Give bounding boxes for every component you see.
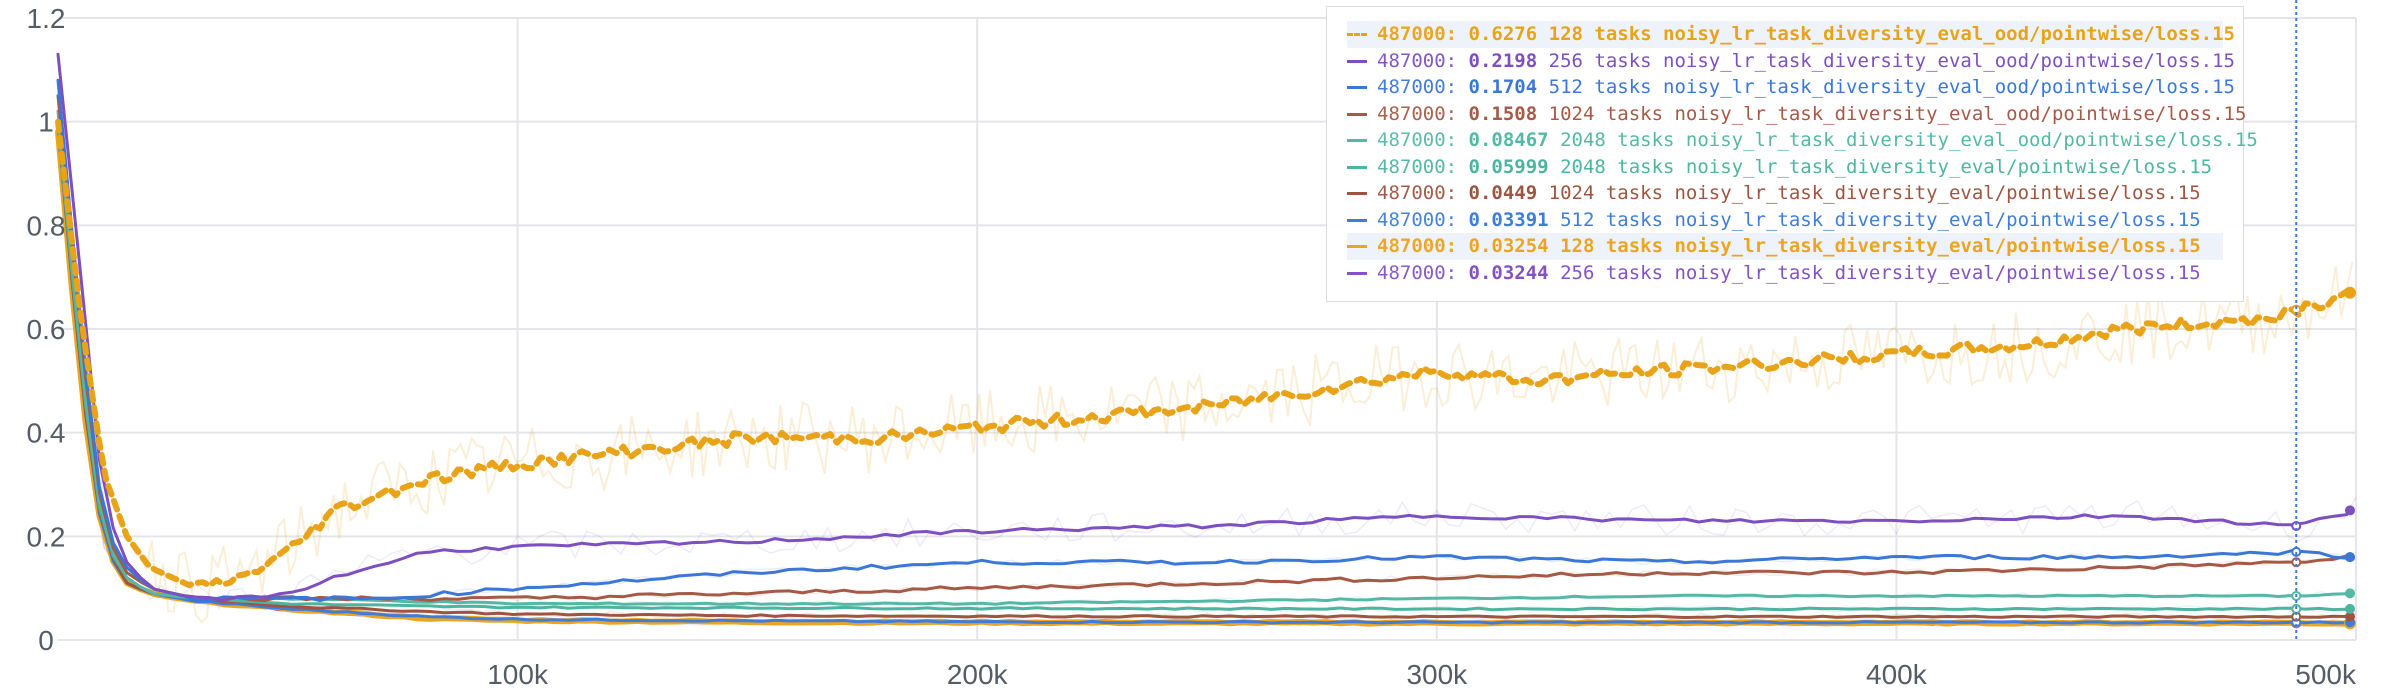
series-endpoint bbox=[2345, 552, 2355, 563]
series-endpoint bbox=[2344, 286, 2356, 299]
legend-step: 487000: bbox=[1377, 76, 1458, 98]
series-line bbox=[55, 118, 2357, 589]
y-tick-label: 1 bbox=[38, 107, 54, 138]
y-tick-label: 0.6 bbox=[27, 314, 66, 345]
legend-text: 487000: 0.2198 256 tasks noisy_lr_task_d… bbox=[1377, 50, 2235, 72]
series-line bbox=[56, 109, 2349, 606]
series-endpoint bbox=[2345, 611, 2355, 622]
series-line bbox=[56, 52, 2349, 602]
series-endpoint bbox=[2345, 588, 2355, 599]
legend-step: 487000: bbox=[1377, 102, 1458, 125]
legend-value: 0.1704 bbox=[1468, 76, 1538, 98]
legend-value: 0.08467 bbox=[1468, 129, 1549, 151]
endpoint-markers bbox=[2291, 286, 2356, 630]
x-tick-label: 200k bbox=[947, 659, 1009, 688]
legend-entry[interactable]: 487000: 0.03254 128 tasks noisy_lr_task_… bbox=[1347, 233, 2223, 260]
legend-text: 487000: 0.08467 2048 tasks noisy_lr_task… bbox=[1377, 129, 2258, 151]
legend-text: 487000: 0.03391 512 tasks noisy_lr_task_… bbox=[1377, 209, 2201, 231]
y-tick-label: 0 bbox=[38, 625, 54, 656]
x-tick-label: 400k bbox=[1866, 659, 1928, 688]
legend-swatch bbox=[1347, 86, 1367, 89]
legend-value: 0.03244 bbox=[1468, 261, 1549, 284]
legend-text: 487000: 0.05999 2048 tasks noisy_lr_task… bbox=[1377, 156, 2212, 178]
legend-text: 487000: 0.6276 128 tasks noisy_lr_task_d… bbox=[1377, 23, 2235, 45]
legend-series-name: 256 tasks noisy_lr_task_diversity_eval/p… bbox=[1560, 261, 2201, 284]
legend-text: 487000: 0.03244 256 tasks noisy_lr_task_… bbox=[1377, 262, 2201, 284]
legend-step: 487000: bbox=[1377, 208, 1458, 231]
x-tick-label: 500k bbox=[2295, 659, 2357, 688]
legend: 487000: 0.6276 128 tasks noisy_lr_task_d… bbox=[1326, 6, 2258, 302]
legend-step: 487000: bbox=[1377, 235, 1458, 257]
legend-value: 0.6276 bbox=[1468, 23, 1538, 45]
legend-text: 487000: 0.0449 1024 tasks noisy_lr_task_… bbox=[1377, 182, 2201, 204]
legend-entry[interactable]: 487000: 0.1508 1024 tasks noisy_lr_task_… bbox=[1347, 101, 2246, 128]
legend-step: 487000: bbox=[1377, 129, 1458, 151]
y-tick-label: 1.2 bbox=[27, 3, 66, 34]
y-tick-label: 0.8 bbox=[27, 210, 66, 241]
legend-series-name: 2048 tasks noisy_lr_task_diversity_eval/… bbox=[1560, 155, 2213, 178]
legend-step: 487000: bbox=[1377, 261, 1458, 284]
legend-value: 0.2198 bbox=[1468, 49, 1538, 72]
legend-value: 0.03254 bbox=[1468, 235, 1549, 257]
legend-entry[interactable]: 487000: 0.6276 128 tasks noisy_lr_task_d… bbox=[1347, 21, 2235, 48]
series-line bbox=[56, 125, 2349, 625]
axis-tick-labels: 0 0.2 0.4 0.6 0.8 1 1.2 100k 200k 300k 400k 500k bbox=[27, 3, 2357, 688]
legend-step: 487000: bbox=[1377, 182, 1458, 204]
series-line bbox=[56, 78, 2349, 602]
legend-text: 487000: 0.1704 512 tasks noisy_lr_task_d… bbox=[1377, 76, 2235, 98]
legend-series-name: 512 tasks noisy_lr_task_diversity_eval/p… bbox=[1560, 208, 2201, 231]
legend-swatch bbox=[1347, 192, 1367, 195]
legend-step: 487000: bbox=[1377, 155, 1458, 178]
legend-series-name: 128 tasks noisy_lr_task_diversity_eval/p… bbox=[1560, 235, 2201, 257]
y-tick-label: 0.2 bbox=[27, 521, 66, 552]
legend-text: 487000: 0.1508 1024 tasks noisy_lr_task_… bbox=[1377, 103, 2246, 125]
legend-series-name: 256 tasks noisy_lr_task_diversity_eval_o… bbox=[1548, 49, 2235, 72]
legend-value: 0.0449 bbox=[1468, 182, 1538, 204]
legend-entry[interactable]: 487000: 0.08467 2048 tasks noisy_lr_task… bbox=[1347, 127, 2258, 154]
y-tick-label: 0.4 bbox=[27, 418, 66, 449]
legend-swatch bbox=[1347, 245, 1367, 248]
legend-swatch bbox=[1347, 271, 1367, 275]
legend-value: 0.03391 bbox=[1468, 208, 1549, 231]
noise-trace bbox=[57, 57, 2357, 611]
legend-value: 0.05999 bbox=[1468, 155, 1549, 178]
legend-entry[interactable]: 487000: 0.03391 512 tasks noisy_lr_task_… bbox=[1347, 207, 2223, 234]
series-line bbox=[56, 94, 2349, 603]
legend-series-name: 2048 tasks noisy_lr_task_diversity_eval_… bbox=[1560, 129, 2258, 151]
legend-entry[interactable]: 487000: 0.1704 512 tasks noisy_lr_task_d… bbox=[1347, 74, 2235, 101]
legend-text: 487000: 0.03254 128 tasks noisy_lr_task_… bbox=[1377, 235, 2201, 257]
legend-swatch bbox=[1347, 112, 1367, 116]
legend-series-name: 1024 tasks noisy_lr_task_diversity_eval/… bbox=[1548, 182, 2201, 204]
series-line bbox=[56, 120, 2349, 619]
x-tick-label: 100k bbox=[487, 659, 549, 688]
legend-entry[interactable]: 487000: 0.2198 256 tasks noisy_lr_task_d… bbox=[1347, 48, 2235, 75]
legend-series-name: 1024 tasks noisy_lr_task_diversity_eval_… bbox=[1548, 102, 2247, 125]
x-tick-label: 300k bbox=[1406, 659, 1468, 688]
legend-swatch bbox=[1347, 59, 1367, 63]
series-line bbox=[56, 120, 2349, 612]
legend-entry[interactable]: 487000: 0.0449 1024 tasks noisy_lr_task_… bbox=[1347, 180, 2223, 207]
series-lines bbox=[55, 52, 2357, 627]
legend-step: 487000: bbox=[1377, 23, 1458, 45]
legend-step: 487000: bbox=[1377, 49, 1458, 72]
legend-series-name: 128 tasks noisy_lr_task_diversity_eval_o… bbox=[1548, 23, 2235, 45]
legend-swatch bbox=[1347, 33, 1367, 36]
legend-value: 0.1508 bbox=[1468, 102, 1538, 125]
noise-trace bbox=[57, 123, 2354, 624]
legend-swatch bbox=[1347, 218, 1367, 222]
legend-series-name: 512 tasks noisy_lr_task_diversity_eval_o… bbox=[1548, 76, 2235, 98]
legend-entry[interactable]: 487000: 0.03244 256 tasks noisy_lr_task_… bbox=[1347, 260, 2223, 287]
legend-swatch bbox=[1347, 139, 1367, 142]
legend-swatch bbox=[1347, 165, 1367, 169]
series-endpoint bbox=[2345, 505, 2355, 516]
legend-entry[interactable]: 487000: 0.05999 2048 tasks noisy_lr_task… bbox=[1347, 154, 2223, 181]
series-endpoint bbox=[2345, 603, 2355, 614]
